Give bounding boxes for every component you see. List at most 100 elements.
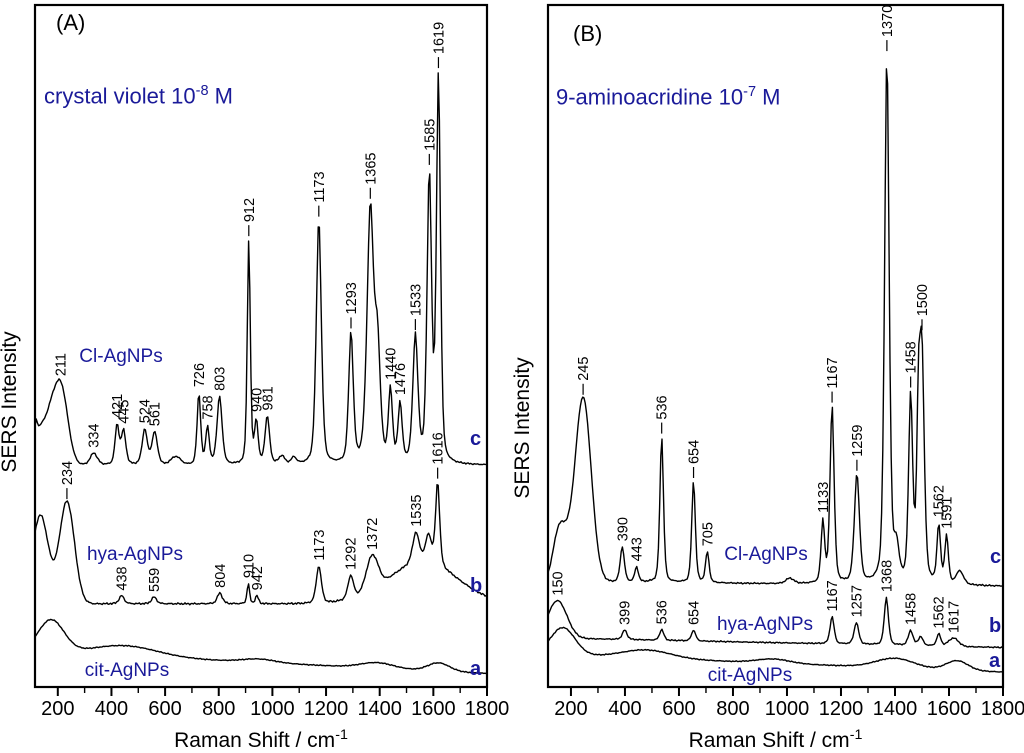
panel-A: 200 400 600 800 1000 1200 1400 1600 1800 Raman Sh… [0,3,509,752]
x-tick-label: 1600 [927,698,972,720]
plot-border-A [33,3,489,689]
colloid-label-B-cit-AgNPs: cit-AgNPs [708,665,792,686]
panel-a-label: (A) [56,10,86,35]
peak-label-1365: 1365 [363,153,379,185]
peak-label-1619: 1619 [431,22,447,54]
peak-label-1368: 1368 [879,560,895,592]
x-tick-label: 400 [608,698,641,720]
peak-label-1440: 1440 [383,348,399,380]
panel-b-title-sup: -7 [743,84,757,100]
peak-label-942: 942 [250,566,266,590]
panel-b-title-tail: M [756,84,781,110]
peak-label-536: 536 [655,600,671,624]
panel-a-title: crystal violet 10-8 M [44,84,233,107]
peak-label-445: 445 [117,400,133,424]
peak-label-726: 726 [192,363,208,387]
peak-label-524: 524 [138,399,154,423]
x-axis-ticks-B: 200 400 600 800 1000 1200 1400 1600 1800 [554,688,1024,720]
peak-label-1259: 1259 [850,424,866,456]
peak-label-399: 399 [618,601,634,625]
peak-label-150: 150 [550,571,566,595]
x-tick-label: 1800 [465,698,510,720]
panel-b-title-main: 9-aminoacridine 10 [556,84,744,110]
trace-A-b [36,484,486,606]
trace-B-a [549,626,1002,673]
peak-label-1616: 1616 [431,432,447,464]
panel-b-label: (B) [573,21,603,46]
trace-letter-A-c: c [470,428,481,450]
x-tick-label: 1400 [357,698,402,720]
x-axis-ticks-A: 200 400 600 800 1000 1200 1400 1600 1800 [41,688,509,720]
trace-A-c [36,72,486,466]
panel-a-title-sup: -8 [195,83,209,99]
peak-label-1173: 1173 [312,171,328,202]
trace-B-c [549,68,1002,587]
panel-a-title-tail: M [208,83,233,109]
colloid-label-B-hya-AgNPs: hya-AgNPs [717,614,813,635]
colloid-label-B-Cl-AgNPs: Cl-AgNPs [724,544,807,565]
y-axis-label-A: SERS Intensity [0,331,21,473]
peak-label-803: 803 [213,367,229,391]
peak-label-1476: 1476 [393,363,409,395]
peak-label-1500: 1500 [915,284,931,316]
peak-label-804: 804 [213,564,229,588]
x-tick-label: 200 [554,698,587,720]
x-tick-label: 200 [41,698,74,720]
x-tick-label: 1200 [304,698,349,720]
peak-label-245: 245 [576,357,592,381]
peak-label-234: 234 [60,461,76,485]
peak-label-705: 705 [700,522,716,546]
peak-label-758: 758 [200,395,216,419]
panel-a-title-main: crystal violet 10 [44,83,196,109]
peak-label-910: 910 [241,554,257,578]
colloid-label-A-cit-AgNPs: cit-AgNPs [85,660,169,681]
colloid-label-A-hya-AgNPs: hya-AgNPs [87,544,183,565]
y-axis-label-B: SERS Intensity [511,357,534,499]
peak-label-1458: 1458 [904,341,920,373]
panel-B: 200 400 600 800 1000 1200 1400 1600 1800 Raman Sh… [511,3,1024,752]
x-tick-label: 600 [662,698,695,720]
peak-label-334: 334 [87,424,103,448]
peak-label-1167: 1167 [825,580,841,611]
peak-label-1372: 1372 [365,518,381,550]
peak-label-1591: 1591 [940,497,956,529]
x-tick-label: 1000 [765,698,810,720]
peak-label-559: 559 [147,568,163,592]
peak-label-211: 211 [54,353,70,376]
trace-B-b [549,596,1002,649]
panel-b-title: 9-aminoacridine 10-7 M [556,85,780,108]
peak-label-1562: 1562 [932,596,948,628]
peak-label-1458: 1458 [904,593,920,625]
peak-label-1257: 1257 [849,585,865,617]
x-axis-label-B: Raman Shift / cm-1 [689,727,863,752]
peak-label-1370: 1370 [880,5,896,37]
peak-label-654: 654 [687,601,703,625]
peak-label-443: 443 [630,537,646,561]
peak-label-1293: 1293 [344,282,360,314]
trace-letter-B-b: b [989,615,1001,637]
peak-label-1167: 1167 [825,357,841,388]
trace-letter-B-a: a [989,650,1001,672]
x-tick-label: 1600 [411,698,456,720]
peak-label-390: 390 [615,517,631,541]
x-tick-label: 600 [148,698,181,720]
x-tick-label: 800 [202,698,235,720]
x-axis-label-A: Raman Shift / cm-1 [174,727,348,752]
peak-label-438: 438 [115,566,131,590]
trace-letter-A-b: b [470,575,482,597]
plot-border-B [546,3,1005,689]
peak-label-561: 561 [148,402,164,426]
trace-A-a [36,618,486,675]
peak-label-654: 654 [687,440,703,464]
x-tick-label: 400 [95,698,128,720]
colloid-label-A-Cl-AgNPs: Cl-AgNPs [79,346,162,367]
x-tick-label: 1000 [250,698,295,720]
peak-label-1173: 1173 [312,529,328,560]
peak-label-1562: 1562 [932,485,948,517]
peak-label-1535: 1535 [409,495,425,527]
x-tick-label: 1200 [819,698,864,720]
peak-label-536: 536 [655,395,671,419]
